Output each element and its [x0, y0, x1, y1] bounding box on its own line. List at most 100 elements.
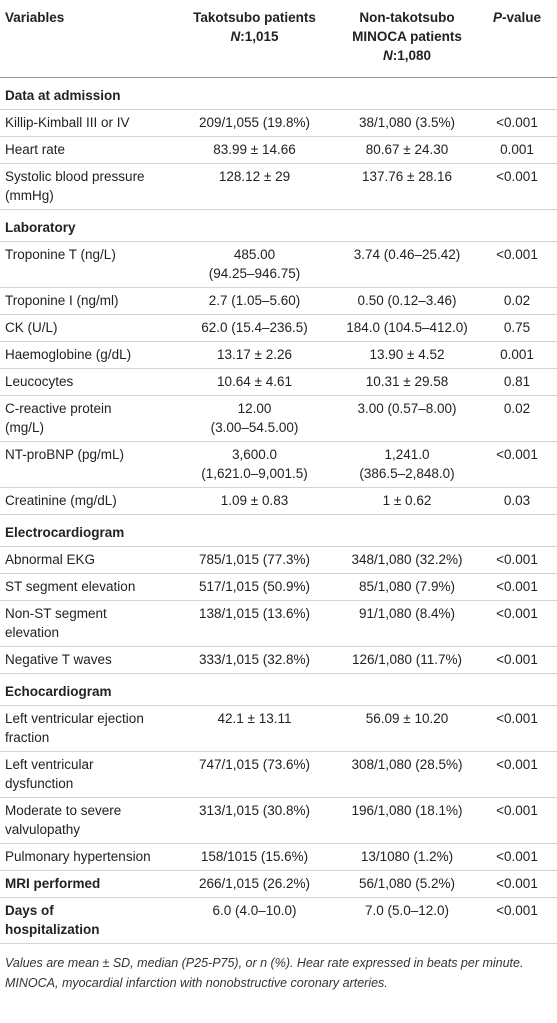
value-cell: 333/1,015 (32.8%) [172, 646, 337, 674]
data-row: Pulmonary hypertension 158/1015 (15.6%) 13… [0, 843, 557, 871]
value-cell: 517/1,015 (50.9%) [172, 573, 337, 601]
cell-text: 1,241.0 [384, 447, 430, 462]
cell-text: 184.0 (104.5–412.0) [346, 320, 468, 335]
table-body: Data at admission Killip-Kimball III or I… [0, 77, 557, 944]
section-title: Electrocardiogram [5, 525, 125, 540]
cell-text: 56/1,080 (5.2%) [358, 876, 456, 891]
data-row: Creatinine (mg/dL) 1.09 ± 0.83 1 ± 0.62 0.0… [0, 487, 557, 515]
data-row: Systolic blood pressure (mmHg) 128.12 ± 29… [0, 163, 557, 210]
header-cell: Variables [0, 0, 172, 78]
header-text: Non-takotsubo [359, 10, 455, 25]
value-cell: 85/1,080 (7.9%) [337, 573, 477, 601]
cell-text: 0.02 [503, 293, 531, 308]
value-cell: 266/1,015 (26.2%) [172, 870, 337, 898]
data-row: Haemoglobine (g/dL) 13.17 ± 2.26 13.90 ± 4… [0, 341, 557, 369]
section-cell: Echocardiogram [0, 673, 557, 706]
cell-text: <0.001 [496, 903, 538, 918]
value-cell: 7.0 (5.0–12.0) [337, 897, 477, 944]
cell-text: <0.001 [496, 652, 538, 667]
cell-text: 10.31 ± 29.58 [365, 374, 449, 389]
cell-text: 0.02 [503, 401, 531, 416]
data-row: C-reactive protein (mg/L) 12.00 (3.00–54.5.… [0, 395, 557, 442]
p-symbol: P [492, 10, 502, 25]
data-row: Moderate to severe valvulopathy 313/1,015 … [0, 797, 557, 844]
value-cell: <0.001 [477, 600, 557, 647]
cell-text: <0.001 [496, 247, 538, 262]
cell-text: <0.001 [496, 552, 538, 567]
row-label: Haemoglobine (g/dL) [5, 347, 132, 362]
value-cell: 313/1,015 (30.8%) [172, 797, 337, 844]
value-cell: 0.02 [477, 395, 557, 442]
cell-text: 0.50 (0.12–3.46) [357, 293, 457, 308]
cell-text: 13.90 ± 4.52 [369, 347, 445, 362]
value-cell: 348/1,080 (32.2%) [337, 546, 477, 574]
value-cell: 42.1 ± 13.11 [172, 705, 337, 752]
value-cell: 56/1,080 (5.2%) [337, 870, 477, 898]
cell-text: 126/1,080 (11.7%) [351, 652, 463, 667]
cell-text: (386.5–2,848.0) [359, 466, 455, 481]
cell-text: <0.001 [496, 757, 538, 772]
cell-text: (3.00–54.5.00) [210, 420, 299, 435]
row-label: Negative T waves [5, 652, 112, 667]
cell-text: 3,600.0 [231, 447, 278, 462]
cell-text: 0.75 [503, 320, 531, 335]
footnotes: Values are mean ± SD, median (P25-P75), … [0, 944, 557, 992]
cell-text: 85/1,080 (7.9%) [358, 579, 456, 594]
value-cell: 80.67 ± 24.30 [337, 136, 477, 164]
value-cell: 56.09 ± 10.20 [337, 705, 477, 752]
table: Variables Takotsubo patients N:1,015 Non… [0, 0, 557, 944]
label-cell: Heart rate [0, 136, 172, 164]
cell-text: 1.09 ± 0.83 [220, 493, 289, 508]
label-cell: CK (U/L) [0, 314, 172, 342]
section-row: Laboratory [0, 209, 557, 242]
cell-text: 747/1,015 (73.6%) [198, 757, 311, 772]
data-row: CK (U/L) 62.0 (15.4–236.5) 184.0 (104.5–41… [0, 314, 557, 342]
label-cell: Creatinine (mg/dL) [0, 487, 172, 515]
data-row: Troponine I (ng/ml) 2.7 (1.05–5.60) 0.50 (… [0, 287, 557, 315]
row-label: NT-proBNP (pg/mL) [5, 447, 125, 462]
value-cell: 0.001 [477, 341, 557, 369]
header-text: MINOCA patients [352, 29, 462, 44]
cell-text: 13/1080 (1.2%) [360, 849, 454, 864]
value-cell: <0.001 [477, 546, 557, 574]
value-cell: <0.001 [477, 441, 557, 488]
cell-text: 6.0 (4.0–10.0) [212, 903, 297, 918]
row-label: Systolic blood pressure [5, 169, 145, 184]
row-label: fraction [5, 730, 50, 745]
value-cell: 196/1,080 (18.1%) [337, 797, 477, 844]
cell-text: 42.1 ± 13.11 [217, 711, 292, 726]
value-cell: 10.31 ± 29.58 [337, 368, 477, 396]
header-cell: Takotsubo patients N:1,015 [172, 0, 337, 78]
cell-text: 80.67 ± 24.30 [365, 142, 449, 157]
header-text: Takotsubo patients [193, 10, 316, 25]
row-label: elevation [5, 625, 60, 640]
cell-text: 333/1,015 (32.8%) [198, 652, 311, 667]
cell-text: 0.03 [503, 493, 531, 508]
value-cell: 38/1,080 (3.5%) [337, 109, 477, 137]
cell-text: 196/1,080 (18.1%) [351, 803, 463, 818]
n-count: :1,080 [392, 48, 432, 63]
label-cell: Left ventricular dysfunction [0, 751, 172, 798]
value-cell: 747/1,015 (73.6%) [172, 751, 337, 798]
cell-text: 38/1,080 (3.5%) [358, 115, 456, 130]
section-cell: Electrocardiogram [0, 514, 557, 547]
cell-text: <0.001 [496, 803, 538, 818]
header-text: Variables [5, 10, 65, 25]
section-title: Data at admission [5, 88, 121, 103]
value-cell: <0.001 [477, 241, 557, 288]
label-cell: Left ventricular ejection fraction [0, 705, 172, 752]
data-row: Abnormal EKG 785/1,015 (77.3%) 348/1,080 (… [0, 546, 557, 574]
cell-text: 2.7 (1.05–5.60) [208, 293, 301, 308]
value-cell: 3.00 (0.57–8.00) [337, 395, 477, 442]
header-cell: P-value [477, 0, 557, 78]
value-cell: 184.0 (104.5–412.0) [337, 314, 477, 342]
row-label: Left ventricular ejection [5, 711, 144, 726]
row-label: Left ventricular [5, 757, 94, 772]
value-cell: <0.001 [477, 109, 557, 137]
cell-text: (94.25–946.75) [208, 266, 301, 281]
header-n: N:1,015 [177, 27, 332, 46]
data-row: Non-ST segment elevation 138/1,015 (13.6%)… [0, 600, 557, 647]
data-row: Left ventricular ejection fraction 42.1 ± … [0, 705, 557, 752]
header-cell: Non-takotsubo MINOCA patients N:1,080 [337, 0, 477, 78]
value-cell: 0.03 [477, 487, 557, 515]
